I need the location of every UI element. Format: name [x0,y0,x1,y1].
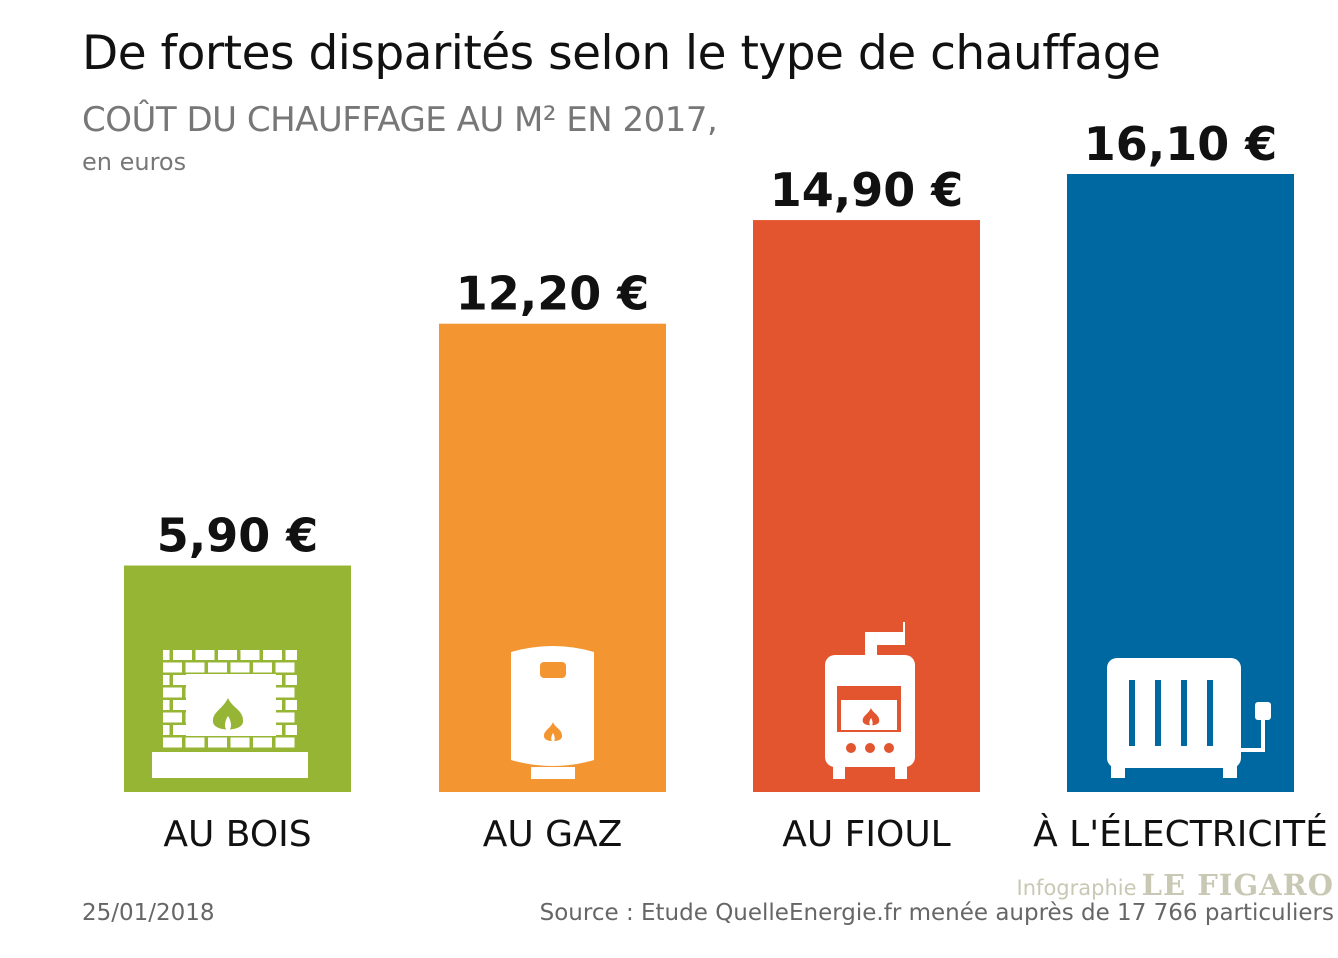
oil-boiler-icon [825,622,915,779]
unit-label: en euros [82,148,187,176]
category-label: AU GAZ [483,814,623,855]
publication-date: 25/01/2018 [82,900,215,926]
brand-logo: LE FIGARO [1141,868,1334,902]
gas-water-heater-icon [511,646,594,779]
value-label: 12,20 € [456,267,650,321]
chart-title: De fortes disparités selon le type de ch… [82,26,1161,81]
value-label: 5,90 € [157,509,319,563]
value-label: 14,90 € [770,163,964,217]
category-label: AU FIOUL [782,814,951,855]
category-label: À L'ÉLECTRICITÉ [1033,813,1328,855]
fireplace-icon [152,650,308,778]
flame-icon [212,698,244,730]
category-label: AU BOIS [163,814,311,855]
flame-icon [862,708,880,726]
credit-label: Infographie [1016,876,1137,900]
credit: Infographie LE FIGARO [1017,868,1334,902]
chart-subtitle: COÛT DU CHAUFFAGE AU M² EN 2017, [82,100,718,140]
source-note: Source : Etude QuelleEnergie.fr menée au… [539,900,1334,926]
electric-radiator-icon [1107,658,1271,778]
flame-icon [543,722,563,742]
value-label: 16,10 € [1084,117,1278,171]
